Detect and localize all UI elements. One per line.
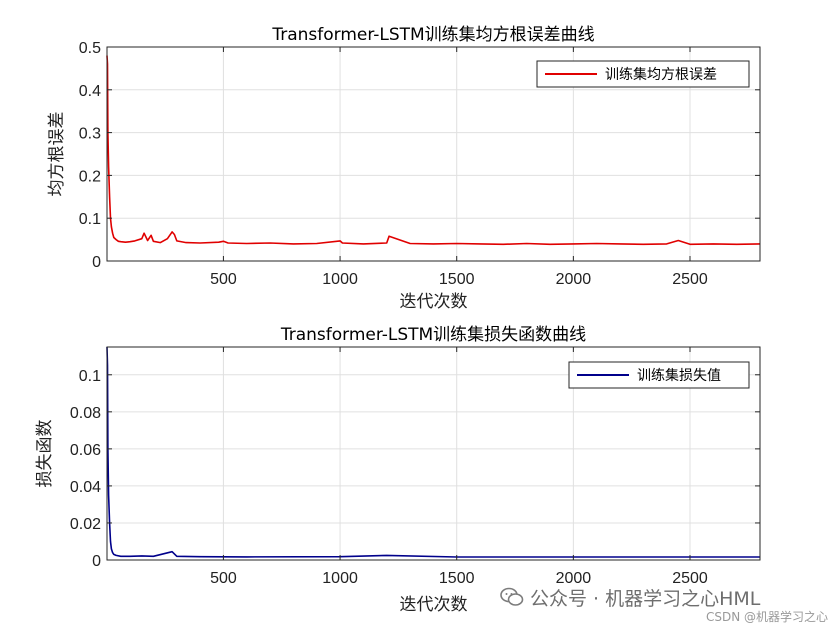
legend-label: 训练集损失值 <box>637 367 721 384</box>
y-tick-label: 0.08 <box>70 405 101 422</box>
legend-label: 训练集均方根误差 <box>605 66 717 83</box>
chart-title: Transformer-LSTM训练集均方根误差曲线 <box>271 25 594 45</box>
x-tick-label: 1000 <box>322 570 358 587</box>
x-tick-label: 1000 <box>322 271 358 288</box>
y-axis-label: 损失函数 <box>35 420 55 488</box>
x-tick-label: 2000 <box>556 570 592 587</box>
chart-title: Transformer-LSTM训练集损失函数曲线 <box>280 325 586 345</box>
chart-1: 500 1000 1500 2000 2500 0 0.1 0.2 0.3 0.4 0.5 Trans… <box>47 25 761 312</box>
x-axis-label: 迭代次数 <box>400 292 468 312</box>
plot-frame <box>106 46 761 262</box>
legend-box <box>536 60 750 88</box>
y-tick-label: 0.06 <box>70 442 101 459</box>
y-tick-label: 0.04 <box>70 479 101 496</box>
x-axis-label: 迭代次数 <box>400 595 468 615</box>
y-tick-label: 0.2 <box>79 168 101 185</box>
x-tick-label: 1500 <box>439 570 475 587</box>
chart-2: 500 1000 1500 2000 2500 0 0.02 0.04 0.06 0.08 0.1 T… <box>35 325 761 615</box>
x-tick-label: 500 <box>210 570 237 587</box>
series-line-1 <box>106 346 760 558</box>
y-tick-label: 0 <box>92 553 101 570</box>
series-line-1 <box>106 55 761 246</box>
x-tick-label: 2500 <box>672 271 708 288</box>
legend: 训练集损失值 <box>568 361 750 389</box>
y-tick-label: 0.02 <box>70 516 101 533</box>
x-tick-label: 500 <box>210 271 237 288</box>
y-tick-label: 0 <box>92 254 101 271</box>
y-tick-label: 0.4 <box>79 83 101 100</box>
x-tick-label: 2500 <box>672 570 708 587</box>
y-tick-label: 0.3 <box>79 126 101 143</box>
csdn-watermark: CSDN @机器学习之心 <box>705 610 828 624</box>
x-tick-label: 1500 <box>439 271 475 288</box>
y-tick-label: 0.1 <box>79 368 101 385</box>
legend: 训练集均方根误差 <box>536 60 750 88</box>
watermark: 公众号 · 机器学习之心HML <box>500 583 760 611</box>
plot-frame <box>106 346 761 561</box>
x-tick-label: 2000 <box>556 271 592 288</box>
y-tick-label: 0.1 <box>79 211 101 228</box>
y-axis-label: 均方根误差 <box>47 112 67 197</box>
wechat-icon <box>500 587 524 606</box>
watermark-text: 公众号 · 机器学习之心HML <box>530 587 761 610</box>
y-tick-label: 0.5 <box>79 40 101 57</box>
